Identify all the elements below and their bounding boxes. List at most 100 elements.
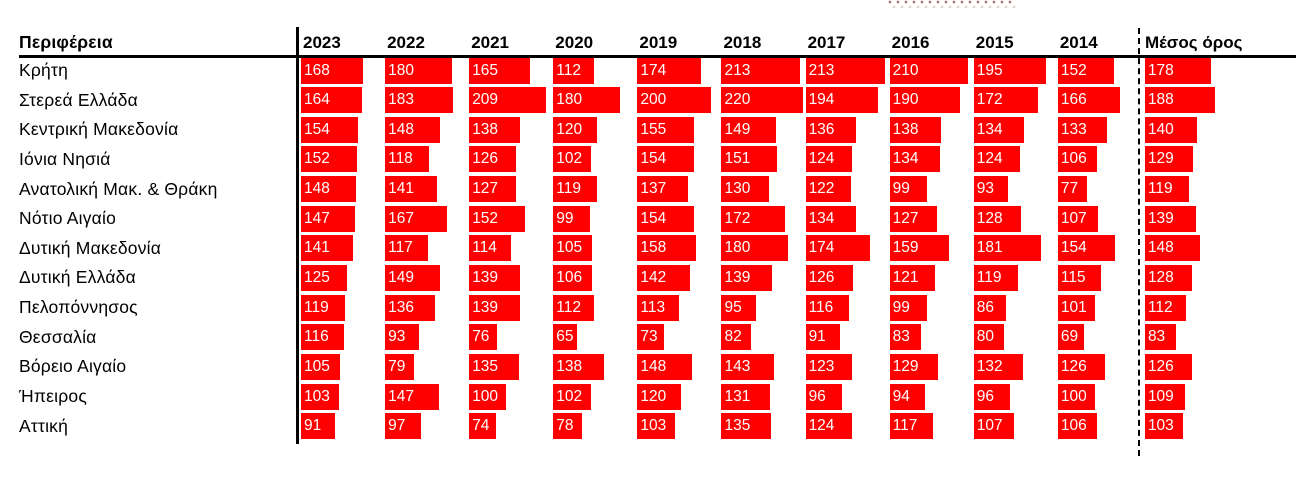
year-cell: 80 [973, 323, 1058, 351]
year-cell: 131 [721, 382, 805, 410]
table-row: Κεντρική Μακεδονία 154 148 138 120 155 149 136 1… [0, 115, 1303, 145]
year-cell: 117 [385, 234, 469, 262]
year-cell: 183 [385, 86, 469, 114]
year-cell: 106 [1057, 145, 1142, 173]
average-bar: 139 [1144, 205, 1196, 232]
value-bar: 149 [385, 264, 441, 291]
value-bar: 200 [637, 87, 712, 114]
average-cell: 103 [1142, 412, 1303, 440]
value-bar: 154 [637, 205, 695, 232]
value-bar: 78 [553, 413, 583, 440]
value-bar: 152 [301, 146, 357, 173]
year-cell: 130 [721, 175, 805, 203]
year-column-header: 2014 [1059, 33, 1098, 52]
year-column-header: 2021 [471, 33, 510, 52]
value-bar: 126 [469, 146, 517, 173]
year-cell: 120 [637, 382, 721, 410]
year-cell: 172 [721, 204, 805, 232]
year-cell: 142 [637, 263, 721, 291]
region-bar-table: Περιφέρεια 2023 2022 2021 2020 2019 2018 2017 2… [0, 27, 1303, 441]
value-bar: 100 [469, 383, 507, 410]
year-cell: 99 [889, 175, 974, 203]
year-column-header: 2016 [891, 33, 930, 52]
value-bar: 101 [1057, 294, 1095, 321]
value-bar: 167 [385, 205, 448, 232]
table-divider-line [296, 27, 299, 444]
year-cell: 99 [889, 293, 974, 321]
value-bar: 132 [973, 353, 1023, 380]
value-bar: 180 [385, 57, 453, 84]
year-cell: 100 [469, 382, 553, 410]
year-cell: 148 [637, 352, 721, 380]
average-cell: 178 [1142, 56, 1303, 84]
red-dotted-line [888, 0, 1016, 10]
value-bar: 120 [553, 116, 598, 143]
year-column-header: 2019 [639, 33, 678, 52]
value-bar: 129 [889, 353, 938, 380]
year-cell: 96 [973, 382, 1058, 410]
year-cell: 174 [805, 234, 890, 262]
value-bar: 181 [973, 235, 1041, 262]
year-cell: 114 [469, 234, 553, 262]
value-bar: 134 [805, 205, 856, 232]
value-bar: 152 [469, 205, 526, 232]
value-bar: 131 [721, 383, 771, 410]
value-bar: 213 [721, 57, 801, 84]
year-cell: 123 [805, 352, 890, 380]
value-bar: 93 [973, 176, 1008, 203]
value-bar: 142 [637, 264, 691, 291]
value-bar: 118 [385, 146, 430, 173]
year-cell: 121 [889, 263, 974, 291]
year-cell: 134 [889, 145, 974, 173]
year-cell: 105 [553, 234, 637, 262]
year-cell: 93 [973, 175, 1058, 203]
value-bar: 95 [721, 294, 757, 321]
year-cell: 76 [469, 323, 553, 351]
year-column-header: 2017 [807, 33, 846, 52]
year-cell: 135 [721, 412, 805, 440]
year-cell: 172 [973, 86, 1058, 114]
year-cell: 180 [553, 86, 637, 114]
year-cell: 155 [637, 115, 721, 143]
year-cell: 103 [637, 412, 721, 440]
year-cell: 106 [1057, 412, 1142, 440]
value-bar: 180 [553, 87, 621, 114]
value-bar: 76 [469, 324, 498, 351]
year-cell: 174 [637, 56, 721, 84]
year-cell: 166 [1057, 86, 1142, 114]
year-cell: 126 [1057, 352, 1142, 380]
value-bar: 106 [553, 264, 593, 291]
value-bar: 126 [1057, 353, 1105, 380]
value-bar: 155 [637, 116, 695, 143]
value-bar: 183 [385, 87, 454, 114]
value-bar: 99 [553, 205, 591, 232]
value-bar: 117 [889, 413, 933, 440]
year-cell: 126 [469, 145, 553, 173]
year-cell: 149 [385, 263, 469, 291]
year-cell: 91 [805, 323, 890, 351]
average-bar: 119 [1144, 176, 1189, 203]
value-bar: 105 [553, 235, 593, 262]
average-cell: 128 [1142, 263, 1303, 291]
year-cell: 138 [889, 115, 974, 143]
year-cell: 83 [889, 323, 974, 351]
region-label: Κεντρική Μακεδονία [19, 119, 179, 140]
year-cell: 180 [385, 56, 469, 84]
year-cell: 107 [1057, 204, 1142, 232]
value-bar: 125 [301, 264, 347, 291]
region-label: Νότιο Αιγαίο [19, 208, 117, 229]
value-bar: 119 [553, 176, 598, 203]
year-cell: 141 [301, 234, 385, 262]
year-cell: 136 [805, 115, 890, 143]
year-column-header: 2018 [723, 33, 762, 52]
value-bar: 213 [805, 57, 885, 84]
year-cell: 213 [721, 56, 805, 84]
average-cell: 83 [1142, 323, 1303, 351]
value-bar: 172 [721, 205, 786, 232]
average-bar: 83 [1144, 324, 1176, 351]
average-bar: 103 [1144, 413, 1183, 440]
year-cell: 167 [385, 204, 469, 232]
year-cell: 138 [469, 115, 553, 143]
value-bar: 135 [721, 413, 772, 440]
